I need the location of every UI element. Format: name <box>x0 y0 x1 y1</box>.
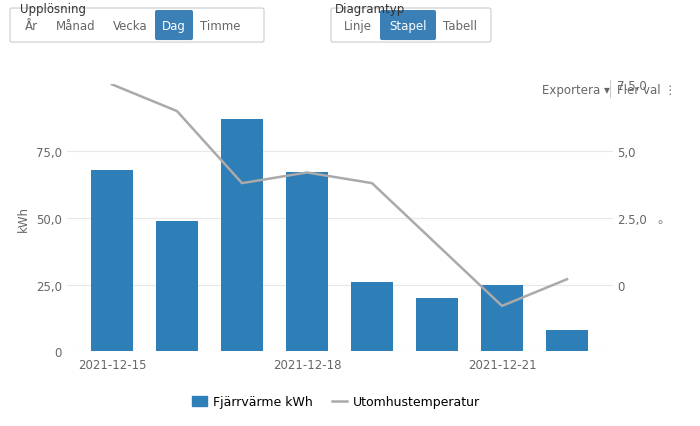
Text: Exportera ▾: Exportera ▾ <box>542 83 610 96</box>
Text: Diagramtyp: Diagramtyp <box>335 3 405 16</box>
Text: Tabell: Tabell <box>443 20 477 32</box>
Text: Upplösning: Upplösning <box>20 3 86 16</box>
Text: Linje: Linje <box>344 20 372 32</box>
Y-axis label: kWh: kWh <box>17 205 30 231</box>
Text: Timme: Timme <box>199 20 240 32</box>
FancyBboxPatch shape <box>155 11 193 41</box>
Text: Månad: Månad <box>56 20 96 32</box>
Text: År: År <box>25 20 38 32</box>
Bar <box>221 120 263 351</box>
Legend: Fjärrvärme kWh, Utomhustemperatur: Fjärrvärme kWh, Utomhustemperatur <box>187 390 485 413</box>
Bar <box>481 285 523 351</box>
FancyBboxPatch shape <box>380 11 436 41</box>
Text: °: ° <box>657 219 664 233</box>
Bar <box>546 330 588 351</box>
FancyBboxPatch shape <box>10 9 264 43</box>
Text: Vecka: Vecka <box>113 20 147 32</box>
Bar <box>91 170 133 351</box>
Bar <box>416 298 458 351</box>
Bar <box>286 173 328 351</box>
Text: Stapel: Stapel <box>389 20 427 32</box>
Text: Fler val ⋮: Fler val ⋮ <box>617 83 676 96</box>
Bar <box>156 221 198 351</box>
Bar <box>351 282 393 351</box>
Text: Dag: Dag <box>162 20 186 32</box>
FancyBboxPatch shape <box>331 9 491 43</box>
